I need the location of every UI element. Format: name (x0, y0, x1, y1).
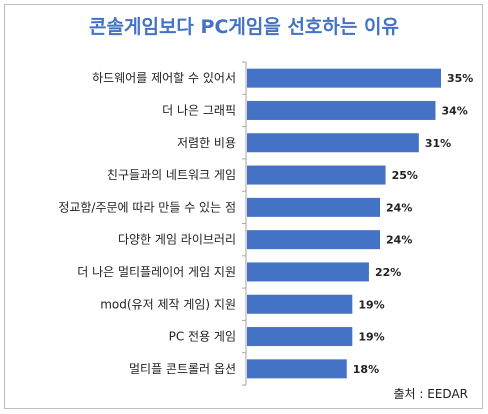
value-label: 22% (375, 266, 401, 279)
category-label: 멀티플 콘트롤러 옵션 (129, 362, 236, 376)
source-note: 출처 : EEDAR (393, 387, 469, 401)
value-label: 25% (392, 169, 418, 182)
category-label: 저렴한 비용 (177, 136, 236, 150)
value-label: 19% (358, 331, 384, 344)
value-label: 24% (386, 234, 412, 247)
category-label: 하드웨어를 제어할 수 있어서 (92, 71, 236, 85)
category-label: 더 나은 멀티플레이어 게임 지원 (77, 265, 236, 279)
category-label: 친구들과의 네트워크 게임 (107, 168, 236, 182)
value-label: 18% (353, 363, 379, 376)
bar (247, 165, 386, 185)
bar (247, 359, 347, 379)
bar (247, 294, 353, 314)
bars (247, 68, 441, 379)
chart-title: 콘솔게임보다 PC게임을 선호하는 이유 (89, 16, 399, 38)
value-label: 34% (441, 104, 467, 117)
category-label: 정교함/주문에 따라 만들 수 있는 점 (58, 200, 236, 214)
value-label: 31% (425, 137, 451, 150)
bar (247, 133, 419, 153)
value-label: 24% (386, 201, 412, 214)
bar (247, 197, 381, 217)
bar (247, 230, 381, 250)
value-label: 19% (358, 298, 384, 311)
category-axis-ticks (242, 61, 246, 386)
value-label: 35% (447, 72, 473, 85)
category-label: PC 전용 게임 (169, 330, 236, 344)
bar (247, 262, 369, 282)
bar (247, 100, 436, 120)
value-labels: 35% 34% 31% 25% 24% 24% 22% 19% 19% 18% (353, 72, 474, 376)
bar (247, 327, 353, 347)
category-label: 더 나은 그래픽 (162, 103, 236, 117)
category-label: mod(유저 제작 게임) 지원 (100, 297, 236, 311)
bar (247, 68, 441, 88)
category-label: 다양한 게임 라이브러리 (118, 233, 236, 247)
